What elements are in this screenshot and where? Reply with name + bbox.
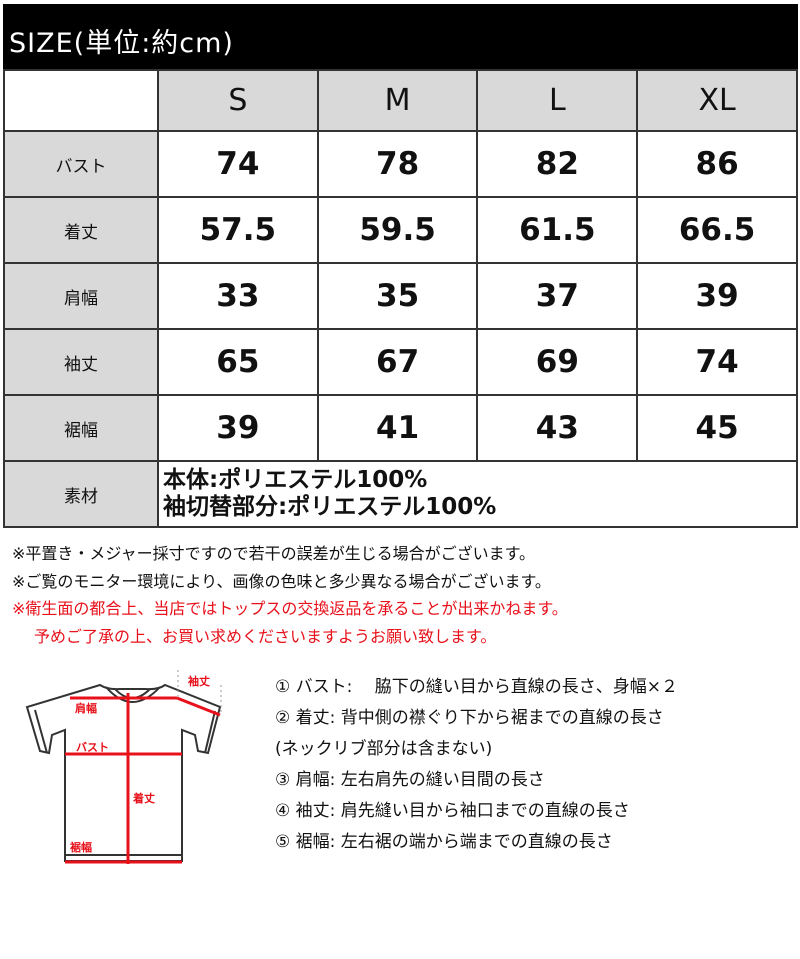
cell: 57.5 <box>157 196 319 264</box>
note-warning: 予めご了承の上、お買い求めくださいますようお願い致します。 <box>34 626 497 646</box>
cell: 66.5 <box>636 196 798 264</box>
cell: 59.5 <box>316 196 479 264</box>
cell: 74 <box>157 130 319 198</box>
notes: ※平置き・メジャー採寸ですので若干の誤差が生じる場合がございます。 ※ご覧のモニ… <box>12 540 568 650</box>
size-header-row: S M L XL <box>3 69 798 132</box>
legend-item: (ネックリブ部分は含まない) <box>275 739 493 759</box>
table-row: 肩幅 33 35 37 39 <box>3 262 798 330</box>
label-shoulder: 肩幅 <box>75 701 97 715</box>
cell: 86 <box>636 130 798 198</box>
cell: 78 <box>316 130 479 198</box>
label-hem: 裾幅 <box>70 840 92 854</box>
cell: 35 <box>316 262 479 330</box>
table-row: 袖丈 65 67 69 74 <box>3 328 798 396</box>
cell: 69 <box>476 328 639 396</box>
row-label: 袖丈 <box>3 328 159 396</box>
table-row: 裾幅 39 41 43 45 <box>3 394 798 462</box>
row-label: バスト <box>3 130 159 198</box>
cell: 67 <box>316 328 479 396</box>
cell: 45 <box>636 394 798 462</box>
cell: 37 <box>476 262 639 330</box>
cell: 74 <box>636 328 798 396</box>
note-warning: ※衛生面の都合上、当店ではトップスの交換返品を承ることが出来かねます。 <box>12 599 568 618</box>
label-length: 着丈 <box>132 791 155 805</box>
measurement-legend: ① バスト: 脇下の縫い目から直線の長さ、身幅×２ ② 着丈: 背中側の襟ぐり下… <box>275 672 678 858</box>
legend-item: ⑤ 裾幅: 左右裾の端から端までの直線の長さ <box>275 832 613 852</box>
size-l: L <box>476 69 639 132</box>
cell: 61.5 <box>476 196 639 264</box>
label-sleeve: 袖丈 <box>188 674 210 688</box>
size-m: M <box>316 69 479 132</box>
note: ※平置き・メジャー採寸ですので若干の誤差が生じる場合がございます。 <box>12 544 536 563</box>
legend-item: ② 着丈: 背中側の襟ぐり下から裾までの直線の長さ <box>275 708 664 728</box>
cell: 39 <box>157 394 319 462</box>
cell: 65 <box>157 328 319 396</box>
cell: 41 <box>316 394 479 462</box>
label-bust: バスト <box>76 741 109 754</box>
size-xl: XL <box>636 69 798 132</box>
note: ※ご覧のモニター環境により、画像の色味と多少異なる場合がございます。 <box>12 571 551 591</box>
legend-item: ③ 肩幅: 左右肩先の縫い目間の長さ <box>275 770 545 790</box>
cell: 43 <box>476 394 639 462</box>
size-table: S M L XL バスト 74 78 82 86 着丈 57.5 59.5 61.5 66.5 … <box>3 69 798 528</box>
corner-cell <box>3 69 159 132</box>
tshirt-diagram: 肩幅 バスト 袖丈 着丈 裾幅 <box>25 670 222 864</box>
material-line: 袖切替部分:ポリエステル100% <box>163 494 497 520</box>
row-label: 着丈 <box>3 196 159 264</box>
table-row: バスト 74 78 82 86 <box>3 130 798 198</box>
legend-item: ④ 袖丈: 肩先縫い目から袖口までの直線の長さ <box>275 801 630 821</box>
cell: 33 <box>157 262 319 330</box>
material-line: 本体:ポリエステル100% <box>163 467 428 493</box>
row-label: 裾幅 <box>3 394 159 462</box>
legend-item: ① バスト: 脇下の縫い目から直線の長さ、身幅×２ <box>275 677 679 697</box>
size-s: S <box>157 69 319 132</box>
cell: 82 <box>476 130 639 198</box>
table-row: 着丈 57.5 59.5 61.5 66.5 <box>3 196 798 264</box>
size-chart-title: SIZE(単位:約cm) <box>3 4 798 70</box>
material-cell: 本体:ポリエステル100% 袖切替部分:ポリエステル100% <box>157 460 798 528</box>
cell: 39 <box>636 262 798 330</box>
row-label: 肩幅 <box>3 262 159 330</box>
row-label: 素材 <box>3 460 159 528</box>
tshirt-outline-icon <box>25 683 222 862</box>
material-row: 素材 本体:ポリエステル100% 袖切替部分:ポリエステル100% <box>3 460 798 528</box>
